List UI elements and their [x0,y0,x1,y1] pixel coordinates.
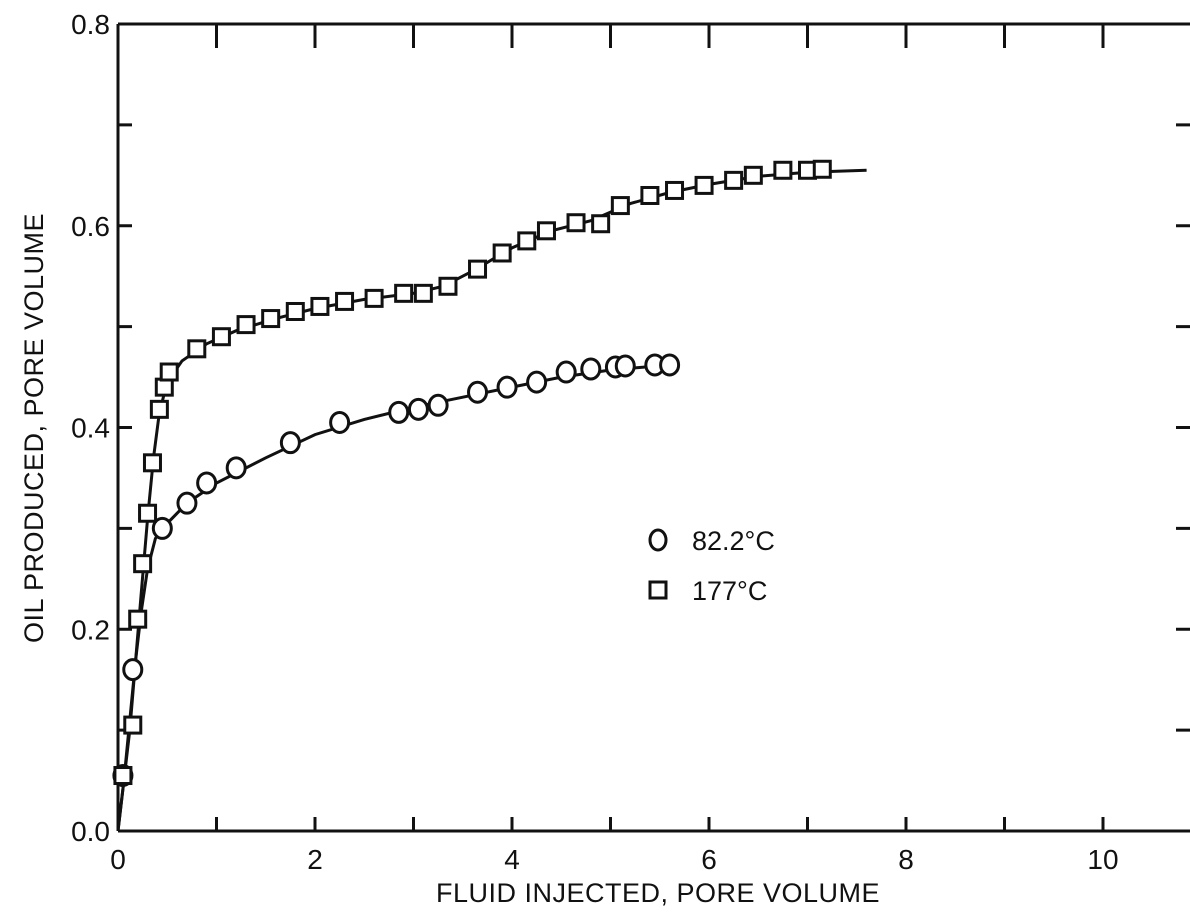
square-marker [142,453,162,473]
square-marker [187,339,207,359]
y-tick-label: 0.8 [71,9,110,40]
y-tick-label: 0.6 [71,211,110,242]
legend-circle-icon [648,528,668,552]
x-tick-label: 10 [1087,844,1118,875]
square-marker [517,231,537,251]
circle-marker [122,658,144,682]
axes [116,22,1190,833]
square-marker [138,503,158,523]
x-tick-label: 0 [110,844,126,875]
legend-label: 177°C [692,576,767,606]
ticks: 0 2 4 6 8 10 0.0 0.2 0.4 0.6 0.8 [71,9,1190,875]
square-marker [149,399,169,419]
circle-marker [329,410,351,434]
square-marker [261,309,281,329]
square-marker [335,291,355,311]
circle-marker [467,380,489,404]
square-marker [773,160,793,180]
circle-marker [526,370,548,394]
square-marker [468,259,488,279]
square-marker [566,213,586,233]
square-marker [610,196,630,216]
square-marker [743,165,763,185]
square-marker [128,609,148,629]
y-tick-label: 0.2 [71,614,110,645]
square-marker [364,288,384,308]
circle-marker [225,456,247,480]
square-marker [394,283,414,303]
y-axis-label: OIL PRODUCED, PORE VOLUME [19,213,49,643]
square-marker [536,221,556,241]
y-tick-label: 0.4 [71,413,110,444]
legend-label: 82.2°C [692,526,775,556]
square-marker [694,175,714,195]
circle-marker [388,400,410,424]
square-marker [211,327,231,347]
square-marker [113,766,133,786]
fitted-curves [116,168,867,832]
circle-marker [196,471,218,495]
circle-marker [407,397,429,421]
circle-marker [176,491,198,515]
square-marker [812,159,832,179]
x-axis-label: FLUID INJECTED, PORE VOLUME [436,878,880,908]
circle-marker [614,354,636,378]
curve-line [116,363,670,832]
square-marker [640,185,660,205]
x-tick-label: 6 [701,844,717,875]
square-marker [236,315,256,335]
circle-marker [659,353,681,377]
circle-marker [151,516,173,540]
square-marker [123,715,143,735]
y-tick-label: 0.0 [71,816,110,847]
x-tick-label: 4 [504,844,520,875]
circle-marker [279,431,301,455]
square-marker [591,214,611,234]
square-marker [413,283,433,303]
circle-marker [427,393,449,417]
legend-square-icon [648,580,668,600]
curve-line [116,168,867,832]
square-marker [159,362,179,382]
square-marker [724,170,744,190]
x-tick-label: 2 [307,844,323,875]
circle-marker [580,357,602,381]
square-marker [438,276,458,296]
square-marker [310,296,330,316]
square-marker [285,301,305,321]
square-marker [133,554,153,574]
square-marker [154,377,174,397]
square-marker [665,180,685,200]
circle-marker [555,360,577,384]
legend: 82.2°C 177°C [648,526,775,606]
data-markers [112,159,832,788]
square-marker [492,243,512,263]
circle-marker [496,375,518,399]
x-tick-label: 8 [898,844,914,875]
